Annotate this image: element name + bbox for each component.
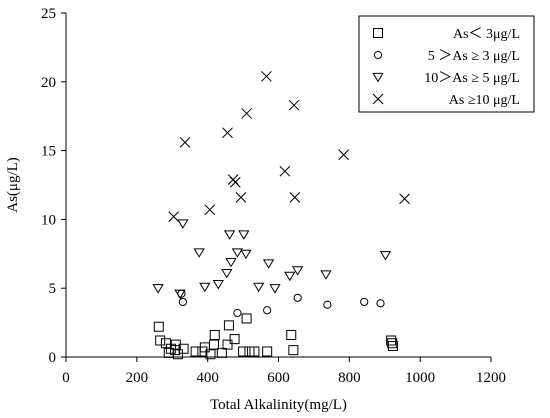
x-tick-label: 0 — [62, 370, 70, 386]
series-circle — [177, 289, 385, 318]
y-tick-label: 10 — [41, 212, 56, 228]
legend: As＜ 3μg/L 5 ＞As ≥ 3 μg/L 10＞As ≥ 5 μg/L As … — [358, 15, 535, 113]
point-square — [209, 339, 220, 350]
point-triangle-down — [240, 249, 252, 260]
point-triangle-down — [212, 279, 224, 290]
point-triangle-down — [320, 270, 332, 280]
y-ticks: 0 5 10 15 20 25 — [41, 6, 66, 366]
series-triangle-down — [152, 219, 392, 300]
x-tick-label: 800 — [338, 370, 361, 386]
point-triangle-down — [221, 268, 233, 279]
point-x — [289, 192, 301, 203]
point-triangle-down — [225, 257, 237, 268]
point-triangle-down — [231, 248, 244, 258]
x-ticks: 0 200 400 600 800 1000 1200 — [62, 357, 506, 386]
point-circle — [360, 297, 369, 307]
point-triangle-down — [177, 219, 189, 229]
point-x — [261, 70, 272, 82]
x-tick-label: 200 — [126, 370, 149, 386]
legend-items: As＜ 3μg/L 5 ＞As ≥ 3 μg/L 10＞As ≥ 5 μg/L As … — [372, 27, 520, 108]
y-tick-label: 5 — [49, 281, 57, 297]
x-tick-label: 1000 — [405, 370, 435, 386]
point-square — [172, 349, 183, 360]
legend-marker-triangle-down — [372, 72, 384, 83]
point-triangle-down — [284, 271, 296, 282]
point-square — [205, 349, 216, 360]
x-tick-label: 600 — [267, 370, 290, 386]
point-square — [249, 346, 260, 357]
y-tick-label: 0 — [49, 350, 57, 366]
data-points — [152, 70, 410, 360]
point-triangle-down — [199, 282, 211, 293]
point-square — [286, 329, 297, 340]
x-tick-label: 1200 — [476, 370, 506, 386]
point-x — [338, 149, 350, 161]
point-square — [386, 335, 397, 346]
point-triangle-down — [252, 282, 265, 293]
point-square — [262, 346, 273, 357]
point-x — [241, 108, 252, 119]
point-x — [288, 99, 300, 111]
y-axis-title: As(μg/L) — [5, 157, 21, 213]
point-circle — [178, 297, 187, 307]
point-square — [209, 329, 220, 340]
point-circle — [293, 293, 302, 302]
x-axis-title: Total Alkalinity(mg/L) — [210, 397, 347, 413]
point-square — [190, 346, 201, 357]
x-tick-label: 400 — [196, 370, 219, 386]
point-triangle-down — [262, 259, 275, 269]
point-x — [168, 211, 180, 223]
point-x — [179, 136, 191, 148]
point-square — [387, 340, 398, 351]
legend-label: As＜ 3μg/L — [453, 27, 520, 42]
point-triangle-down — [269, 284, 281, 294]
point-x — [399, 193, 410, 205]
point-x — [229, 176, 241, 188]
legend-marker-x — [372, 93, 384, 105]
point-square — [155, 335, 166, 346]
point-square — [223, 320, 234, 331]
y-tick-label: 25 — [41, 6, 56, 22]
point-square — [178, 343, 189, 354]
point-x — [222, 127, 233, 139]
point-circle — [323, 300, 332, 309]
point-triangle-down — [379, 251, 392, 261]
point-x — [235, 192, 247, 203]
point-triangle-down — [291, 266, 304, 276]
point-x — [279, 165, 291, 177]
point-x — [204, 204, 216, 216]
point-square — [153, 321, 164, 332]
series-square — [153, 313, 398, 360]
legend-marker-circle — [373, 50, 383, 60]
point-square — [238, 346, 249, 357]
legend-box — [358, 15, 535, 113]
point-triangle-down — [174, 289, 186, 300]
y-tick-label: 15 — [41, 144, 56, 160]
legend-label: As ≥10 μg/L — [449, 93, 520, 108]
point-square — [216, 347, 227, 358]
y-tick-label: 20 — [41, 75, 56, 91]
legend-label: 5 ＞As ≥ 3 μg/L — [428, 49, 520, 64]
series-x — [168, 70, 410, 223]
point-triangle-down — [152, 284, 164, 294]
point-square — [241, 313, 252, 324]
point-triangle-down — [238, 230, 250, 240]
legend-label: 10＞As ≥ 5 μg/L — [424, 71, 520, 86]
point-square — [222, 339, 233, 350]
point-square — [288, 345, 299, 356]
point-square — [387, 338, 398, 349]
point-circle — [376, 299, 385, 308]
point-circle — [263, 306, 272, 315]
point-square — [229, 334, 240, 345]
legend-marker-square — [373, 28, 383, 38]
point-triangle-down — [193, 248, 205, 258]
point-triangle-down — [223, 230, 236, 240]
point-circle — [233, 308, 242, 318]
